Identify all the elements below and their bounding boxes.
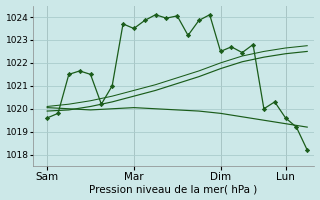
X-axis label: Pression niveau de la mer( hPa ): Pression niveau de la mer( hPa ) [90, 184, 258, 194]
